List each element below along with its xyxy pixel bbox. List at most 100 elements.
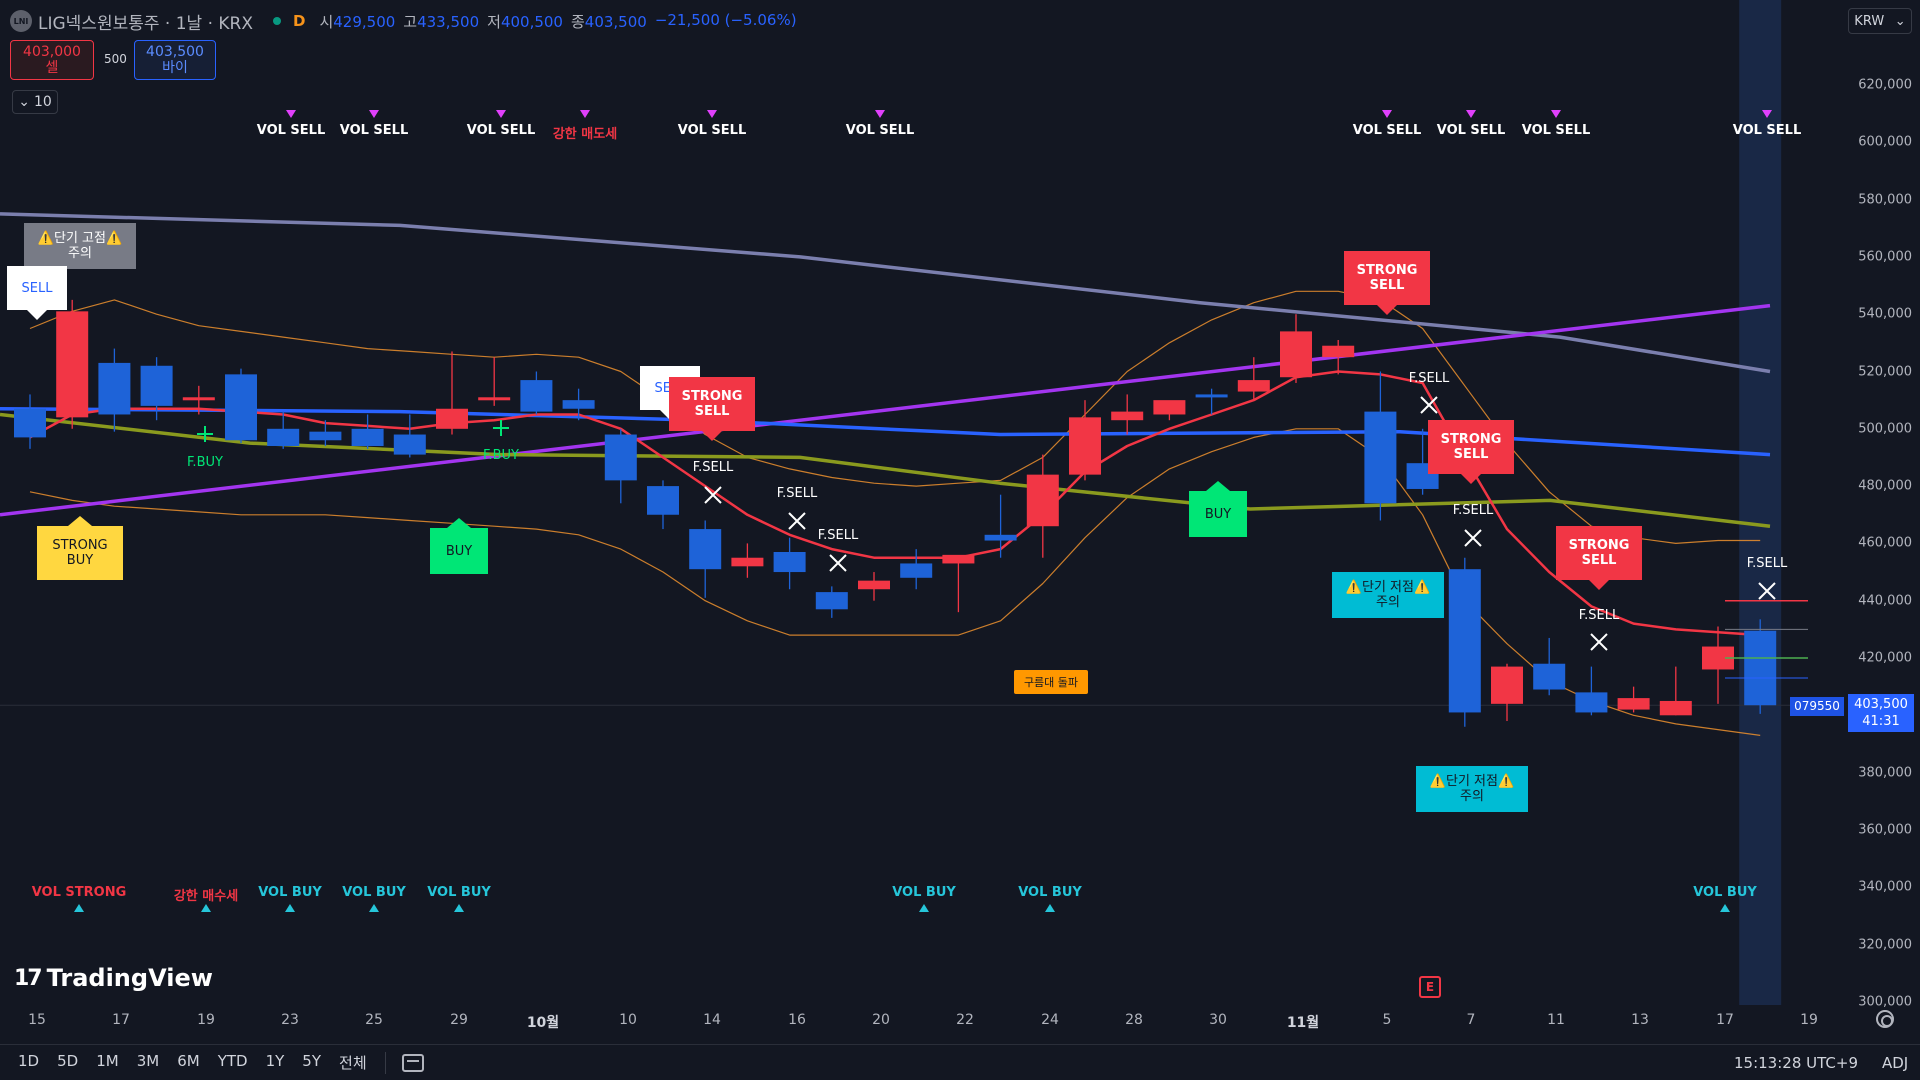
price-axis-tick: 600,000 [1858, 134, 1912, 150]
candle-body[interactable] [351, 428, 384, 446]
candle-body[interactable] [604, 434, 637, 481]
candle-body[interactable] [309, 431, 342, 441]
candle-body[interactable] [900, 563, 933, 578]
candle-body[interactable] [1195, 394, 1228, 398]
candle-body[interactable] [1575, 692, 1608, 713]
candle-body[interactable] [1659, 700, 1692, 716]
candle-body[interactable] [731, 557, 764, 567]
time-axis-tick: 22 [956, 1012, 974, 1028]
fsell-x-icon [1464, 529, 1482, 547]
top-signal-label: VOL SELL [256, 123, 326, 138]
symbol-title[interactable]: LIG넥스원보통주 · 1날 · KRX [38, 13, 253, 34]
calendar-icon[interactable] [401, 1053, 424, 1072]
adj-toggle[interactable]: ADJ [1882, 1053, 1909, 1072]
candle-body[interactable] [1744, 630, 1777, 706]
candle-body[interactable] [14, 408, 46, 438]
candle-body[interactable] [647, 486, 679, 515]
price-axis-tick: 500,000 [1858, 421, 1912, 437]
timeframe-button-YTD[interactable]: YTD [217, 1052, 248, 1070]
ohlc-key: 시 [319, 12, 334, 31]
indicator-collapse-button[interactable]: ⌄ 10 [12, 90, 58, 114]
timeframe-button-5D[interactable]: 5D [57, 1052, 79, 1070]
timeframe-buttons: 1D 5D 1M 3M 6M YTD 1Y 5Y 전체 [0, 1052, 367, 1073]
candle-body[interactable] [1364, 411, 1397, 504]
ohlc-value: 429,500 [333, 12, 396, 31]
time-axis-tick: 24 [1041, 1012, 1059, 1028]
symbol-logo-icon: LNI [10, 10, 32, 32]
candle-body[interactable] [689, 529, 722, 570]
market-open-dot-icon [272, 17, 281, 25]
time-axis-tick: 11월 [1286, 1015, 1320, 1031]
currency-selector[interactable]: KRW ⌄ [1848, 8, 1912, 34]
candle-body[interactable] [1111, 411, 1144, 421]
candle-body[interactable] [1026, 474, 1059, 527]
vol-sell-marker-icon [286, 110, 296, 118]
sell-button[interactable]: 403,000 셀 [10, 40, 94, 80]
top-signal-label: VOL SELL [466, 123, 536, 138]
bottom-toolbar: 1D 5D 1M 3M 6M YTD 1Y 5Y 전체 15:13:28 UTC+9 ADJ [0, 1044, 1920, 1080]
candle-body[interactable] [182, 397, 215, 401]
candle-body[interactable] [520, 380, 553, 412]
timeframe-button-1Y[interactable]: 1Y [265, 1052, 285, 1070]
candle-body[interactable] [984, 534, 1017, 541]
timeframe-button-5Y[interactable]: 5Y [302, 1052, 322, 1070]
candle-body[interactable] [98, 362, 131, 415]
candle-body[interactable] [1280, 331, 1312, 378]
candle-body[interactable] [1069, 417, 1101, 475]
last-price: 403,500 [1854, 697, 1908, 712]
candles [14, 299, 1777, 727]
bottom-signal-label: VOL BUY [342, 885, 406, 900]
top-signal-label: 강한 매도세 [552, 127, 618, 142]
candle-body[interactable] [858, 580, 890, 590]
candle-body[interactable] [436, 408, 468, 429]
fbuy-label: F.BUY [187, 455, 223, 470]
vol-sell-marker-icon [369, 110, 379, 118]
candle-body[interactable] [815, 592, 848, 610]
timeframe-button-전체[interactable]: 전체 [339, 1054, 367, 1072]
candle-body[interactable] [1322, 345, 1355, 358]
top-signal-label: VOL SELL [845, 123, 915, 138]
timeframe-button-6M[interactable]: 6M [177, 1052, 200, 1070]
price-axis-tick: 460,000 [1858, 535, 1912, 551]
short-term-low-warning: ⚠️단기 저점⚠️ 주의 [1416, 766, 1528, 812]
time-axis-tick: 10 [619, 1012, 637, 1028]
candle-body[interactable] [562, 400, 595, 409]
symbol-code-tag: 079550 [1790, 697, 1844, 716]
candle-body[interactable] [1533, 663, 1566, 690]
timeframe-button-3M[interactable]: 3M [136, 1052, 160, 1070]
candle-body[interactable] [1448, 569, 1481, 713]
candle-body[interactable] [267, 428, 300, 446]
timeframe-button-1D[interactable]: 1D [18, 1052, 40, 1070]
chart-header: LNI LIG넥스원보통주 · 1날 · KRX D 시429,500 고433,… [10, 8, 797, 34]
vol-buy-marker-icon [74, 904, 84, 912]
candle-body[interactable] [773, 551, 806, 573]
candle-body[interactable] [1491, 666, 1523, 704]
tv-logo-icon: 17 [14, 965, 43, 991]
vol-sell-marker-icon [496, 110, 506, 118]
timeframe-button-1M[interactable]: 1M [96, 1052, 119, 1070]
buy-price: 403,500 [146, 44, 204, 60]
candle-body[interactable] [1702, 646, 1734, 670]
fsell-label: F.SELL [1452, 503, 1494, 518]
candle-body[interactable] [140, 365, 173, 406]
candle-body[interactable] [478, 397, 511, 401]
fsell-label: F.SELL [1408, 371, 1450, 386]
candle-body[interactable] [56, 311, 89, 418]
gear-icon[interactable] [1876, 1010, 1894, 1028]
candle-body[interactable] [225, 374, 257, 441]
candle-body[interactable] [1617, 698, 1650, 710]
candle-body[interactable] [1153, 400, 1186, 415]
time-axis-tick: 29 [450, 1012, 468, 1028]
clock[interactable]: 15:13:28 UTC+9 [1734, 1053, 1858, 1072]
candle-body[interactable] [942, 554, 975, 564]
candle-body[interactable] [393, 434, 426, 455]
time-axis-tick: 30 [1209, 1012, 1227, 1028]
candle-body[interactable] [1237, 380, 1270, 392]
buy-button[interactable]: 403,500 바이 [134, 40, 216, 80]
vol-sell-marker-icon [1466, 110, 1476, 118]
ohlc-key: 종 [570, 12, 585, 31]
tradingview-logo[interactable]: 17 TradingView [14, 964, 213, 992]
earnings-icon[interactable]: E [1419, 976, 1441, 998]
buy-signal-box: BUY [1189, 491, 1247, 537]
